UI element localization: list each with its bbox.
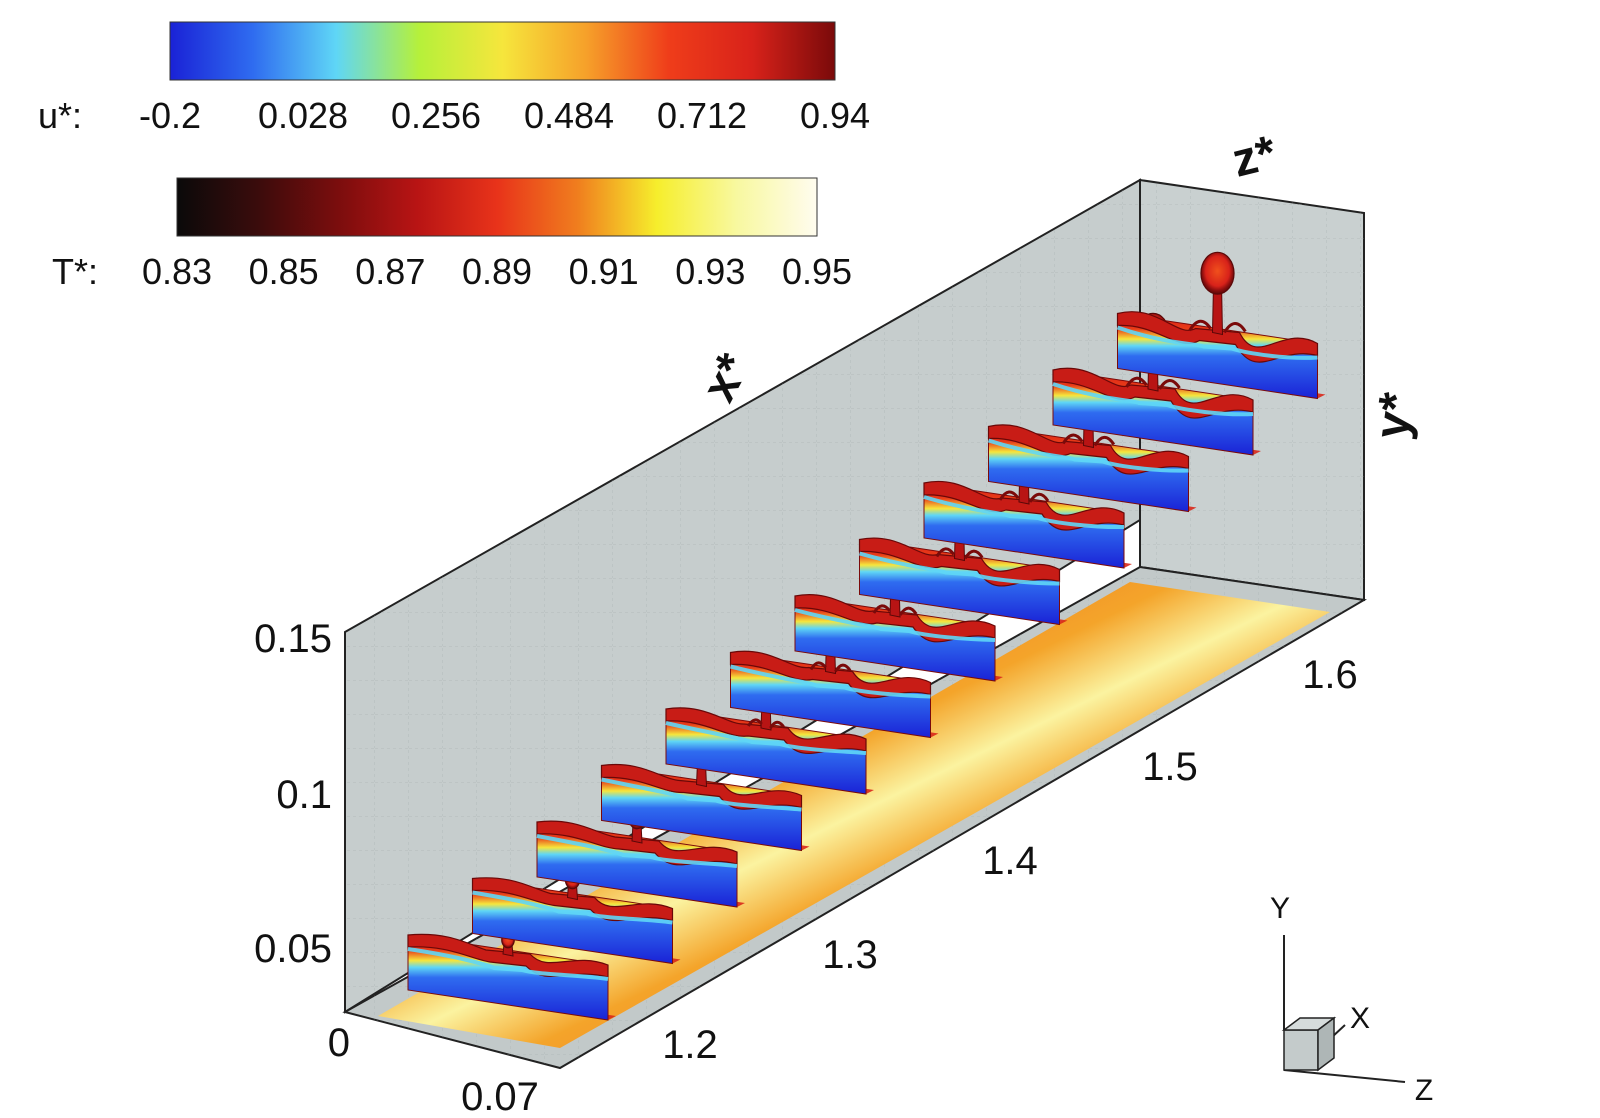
z-axis-title: z* <box>1227 126 1282 188</box>
colorbar-u-tick-label: 0.028 <box>258 95 348 136</box>
slice-mixing-band <box>923 495 1125 530</box>
colorbar-t-tick-label: 0.95 <box>782 251 852 292</box>
colorbar-t: T*: 0.83 0.85 0.87 0.89 0.91 0.93 0.95 <box>52 177 852 292</box>
x-tick-label: 1.5 <box>1142 745 1198 789</box>
plume-vortex-roll <box>1061 433 1116 447</box>
velocity-slice <box>858 495 1068 626</box>
end-wall-grid <box>1140 180 1364 600</box>
colorbar-u-tick-label: 0.256 <box>391 95 481 136</box>
plume-vortex-roll <box>935 547 984 560</box>
triad-cube-side <box>1317 1016 1335 1072</box>
colorbar-t-tick-label: 0.91 <box>569 251 639 292</box>
slice-face <box>665 708 867 795</box>
velocity-slice <box>600 744 810 852</box>
slice-mixing-band <box>665 721 867 755</box>
z-tick-label: 0.07 <box>461 1075 539 1118</box>
colorbar-u-tick-label: 0.484 <box>524 95 614 136</box>
colorbar-t-bar <box>176 177 818 237</box>
velocity-slice <box>1052 312 1261 456</box>
plume-cap <box>1200 251 1235 295</box>
velocity-slices <box>407 251 1326 1021</box>
x-axis-ticks: 1.2 1.3 1.4 1.5 1.6 <box>662 653 1358 1067</box>
slice-mixing-band <box>407 947 609 981</box>
colorbar-u-label: u*: <box>38 95 82 136</box>
colorbar-u-tick-label: 0.712 <box>657 95 747 136</box>
slice-mixing-band <box>472 890 673 925</box>
slice-mixing-band <box>987 438 1189 473</box>
y-tick-label: 0.1 <box>276 773 332 817</box>
velocity-slice <box>665 681 874 795</box>
x-tick-label: 1.6 <box>1302 653 1358 697</box>
x-tick-label: 1.3 <box>822 933 878 977</box>
y-tick-label: 0.15 <box>254 617 332 661</box>
plume-vortex-roll <box>1188 319 1247 334</box>
velocity-slice <box>729 618 939 739</box>
plume-vortex-roll <box>1125 376 1181 390</box>
slice-mixing-band <box>1052 382 1254 417</box>
slice-mixing-band <box>858 551 1060 586</box>
z-axis-ticks: 0.07 <box>461 1075 539 1118</box>
velocity-slice <box>407 931 616 1021</box>
slice-mixing-band <box>601 777 802 812</box>
y-tick-label: 0 <box>328 1021 350 1065</box>
slice-mixing-band <box>794 608 996 642</box>
slice-face <box>536 821 738 908</box>
plume-vortex-roll <box>998 490 1050 503</box>
colorbar-t-tick-label: 0.87 <box>355 251 425 292</box>
velocity-slice <box>471 870 681 965</box>
colorbar-t-tick-label: 0.85 <box>249 251 319 292</box>
orientation-triad: Y X Z <box>1270 892 1433 1107</box>
y-axis-ticks: 0.15 0.1 0.05 0 <box>254 617 350 1065</box>
colorbar-u-bar <box>169 21 836 81</box>
triad-cube-front <box>1283 1029 1319 1071</box>
plume-vortex-roll <box>747 718 785 729</box>
slice-mixing-band <box>730 664 931 699</box>
triad-y-label: Y <box>1270 892 1290 925</box>
plume-vortex-roll <box>872 604 918 616</box>
x-tick-label: 1.2 <box>662 1023 718 1067</box>
colorbar-t-label: T*: <box>52 251 98 292</box>
x-tick-label: 1.4 <box>982 839 1038 883</box>
slice-mixing-band <box>1116 325 1318 360</box>
colorbar-t-tick-label: 0.93 <box>675 251 745 292</box>
colorbar-t-tick-label: 0.83 <box>142 251 212 292</box>
slice-face <box>601 764 802 852</box>
x-axis-title: x* <box>692 345 760 410</box>
slice-mixing-band <box>536 834 738 868</box>
triad-x-label: X <box>1350 1002 1370 1035</box>
y-axis-title: y* <box>1365 389 1424 442</box>
plume-vortex-roll <box>809 661 852 673</box>
y-tick-label: 0.05 <box>254 927 332 971</box>
colorbar-t-tick-label: 0.89 <box>462 251 532 292</box>
colorbar-u: u*: -0.2 0.028 0.256 0.484 0.712 0.94 <box>38 21 870 136</box>
colorbar-u-tick-label: 0.94 <box>800 95 870 136</box>
triad-z-label: Z <box>1415 1074 1433 1107</box>
velocity-slice <box>1116 251 1326 400</box>
back-wall-grid <box>345 180 1140 1012</box>
colorbar-u-tick-label: -0.2 <box>139 95 201 136</box>
